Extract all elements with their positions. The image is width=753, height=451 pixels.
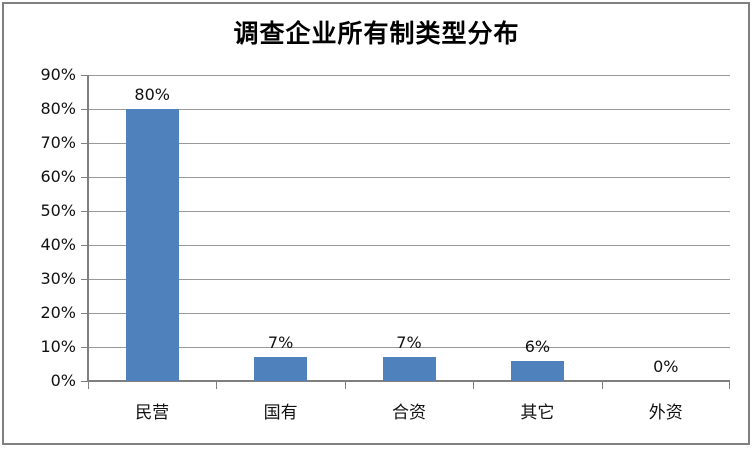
bar bbox=[382, 357, 436, 381]
bar-value-label: 0% bbox=[653, 357, 679, 376]
gridline bbox=[88, 142, 730, 144]
y-tick-mark bbox=[81, 278, 88, 280]
gridline bbox=[88, 108, 730, 110]
y-tick-mark bbox=[81, 210, 88, 212]
x-axis-category-label: 民营 bbox=[135, 403, 170, 423]
bar bbox=[254, 357, 308, 381]
y-axis-tick-label: 30% bbox=[40, 269, 76, 288]
y-tick-mark bbox=[81, 312, 88, 314]
y-axis-tick-label: 70% bbox=[40, 133, 76, 152]
gridline bbox=[88, 74, 730, 76]
y-tick-mark bbox=[81, 74, 88, 76]
y-axis-tick-label: 50% bbox=[40, 201, 76, 220]
y-tick-mark bbox=[81, 380, 88, 382]
y-axis-line bbox=[87, 75, 89, 382]
y-tick-mark bbox=[81, 346, 88, 348]
x-tick-mark bbox=[344, 382, 346, 389]
bar-value-label: 6% bbox=[524, 336, 551, 356]
bar-value-label: 7% bbox=[267, 333, 294, 353]
y-axis-tick-label: 40% bbox=[40, 235, 76, 254]
x-axis-category-label: 外资 bbox=[648, 403, 683, 423]
y-axis-tick-label: 80% bbox=[40, 99, 76, 118]
x-axis-category-label: 国有 bbox=[263, 403, 298, 423]
y-tick-mark bbox=[81, 108, 88, 110]
x-axis-category-label: 合资 bbox=[391, 403, 426, 423]
bar bbox=[510, 360, 564, 381]
y-tick-mark bbox=[81, 176, 88, 178]
x-axis-line bbox=[87, 380, 730, 382]
bar-value-label: 7% bbox=[396, 333, 422, 353]
gridline bbox=[88, 312, 730, 314]
bar-value-label: 80% bbox=[134, 85, 170, 104]
x-tick-mark bbox=[601, 382, 603, 389]
x-tick-mark bbox=[216, 382, 218, 389]
gridline bbox=[88, 176, 730, 178]
bar bbox=[125, 109, 179, 381]
x-axis-category-label: 其它 bbox=[520, 403, 555, 423]
y-axis-tick-label: 20% bbox=[40, 303, 76, 322]
y-axis-tick-label: 0% bbox=[50, 371, 76, 390]
x-tick-mark bbox=[729, 382, 730, 389]
chart-frame bbox=[2, 2, 750, 445]
y-axis-tick-label: 10% bbox=[40, 337, 76, 356]
y-axis-tick-label: 90% bbox=[40, 65, 76, 84]
x-tick-mark bbox=[88, 382, 89, 389]
gridline bbox=[88, 278, 730, 280]
chart-title: 调查企业所有制类型分布 bbox=[233, 19, 520, 48]
y-tick-mark bbox=[81, 244, 88, 246]
gridline bbox=[88, 244, 730, 246]
y-axis-tick-label: 60% bbox=[40, 167, 76, 186]
x-tick-mark bbox=[473, 382, 475, 389]
y-tick-mark bbox=[81, 142, 88, 144]
gridline bbox=[88, 210, 730, 212]
gridline bbox=[88, 346, 730, 348]
